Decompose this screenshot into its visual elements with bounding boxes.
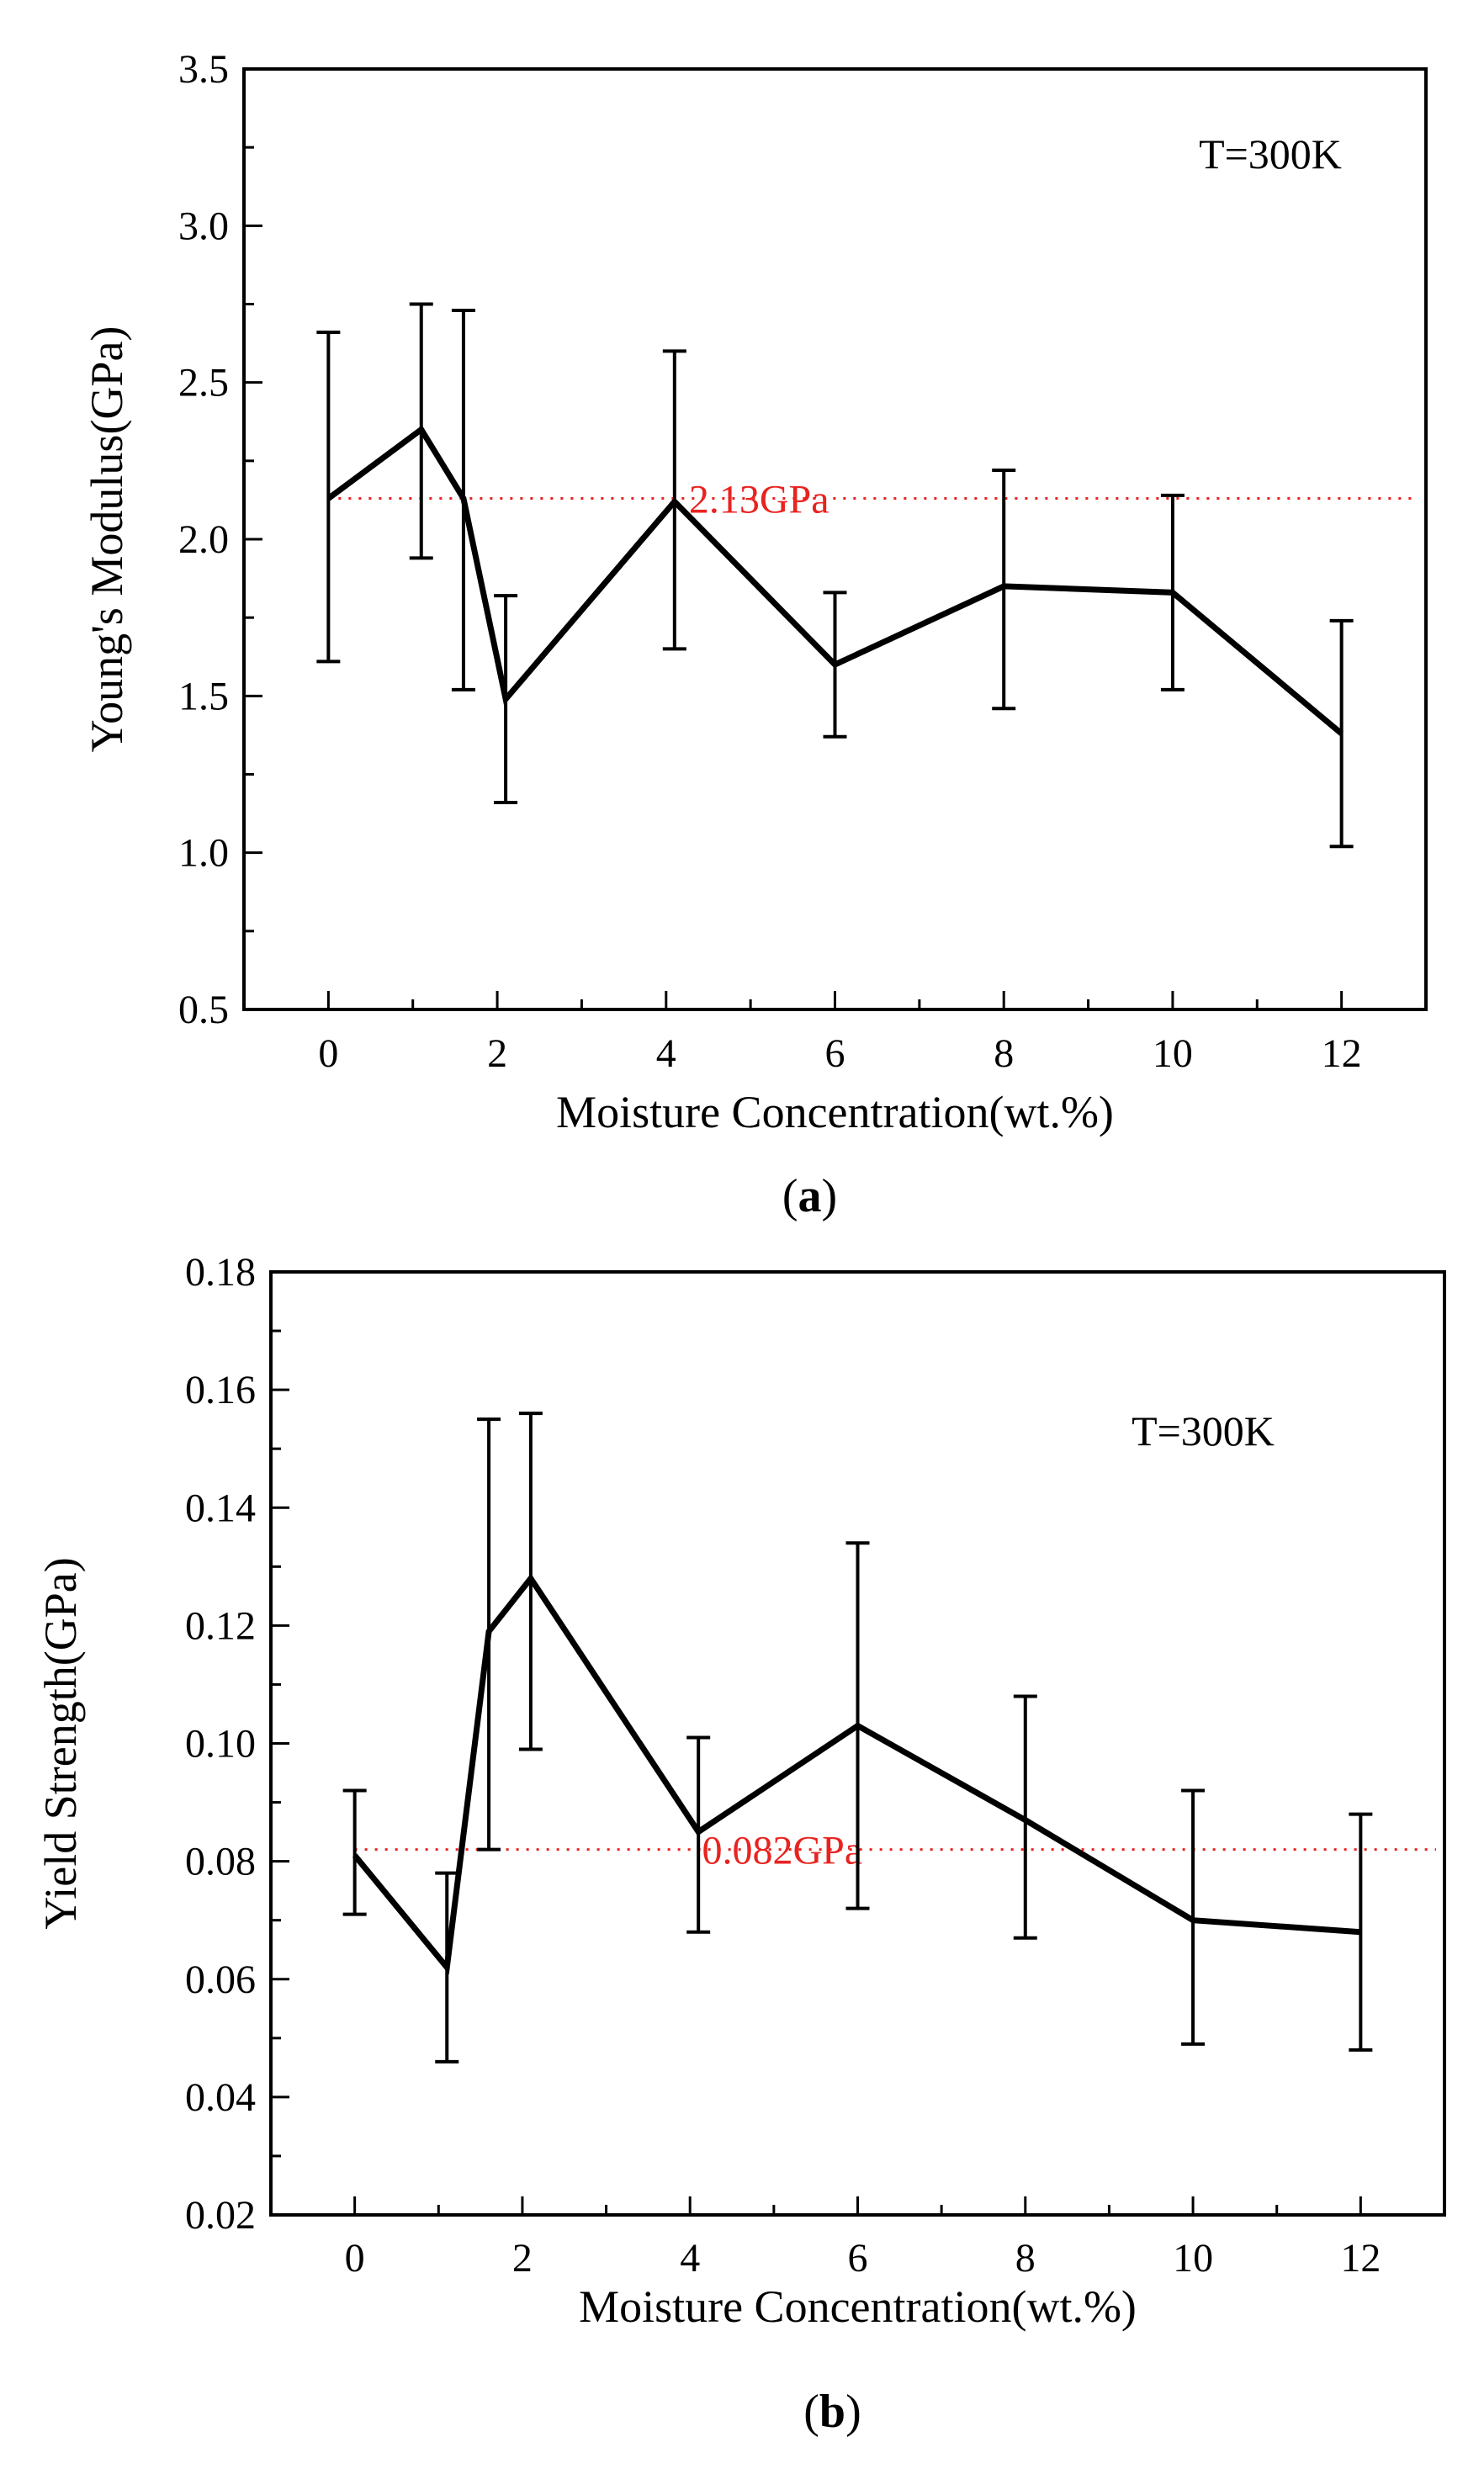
- x-tick-label: 10: [1153, 1031, 1193, 1076]
- panel-label-letter: a: [798, 1170, 822, 1222]
- x-tick-label: 8: [1015, 2236, 1036, 2281]
- temperature-annotation: T=300K: [1199, 130, 1342, 177]
- y-tick-label: 0.14: [185, 1486, 256, 1530]
- x-tick-label: 0: [345, 2236, 365, 2281]
- y-tick-label: 3.0: [178, 204, 229, 248]
- panel-label: (b): [803, 2386, 861, 2438]
- x-tick-label: 4: [656, 1031, 676, 1076]
- x-tick-label: 4: [680, 2236, 700, 2281]
- chart-panel-a: 0.5 1.0 1.5 2.0 2.5 3.0 3.5 0 2 4 6 8 10 12 Moisture C…: [82, 47, 1428, 1222]
- x-tick-label: 2: [512, 2236, 533, 2281]
- y-tick-label: 2.0: [178, 517, 229, 562]
- chart-panel-b: 0.02 0.04 0.06 0.08 0.10 0.12 0.14 0.16 0.18 0 2 4 6…: [35, 1250, 1446, 2438]
- x-tick-label: 12: [1340, 2236, 1381, 2281]
- y-tick-label: 2.5: [178, 361, 229, 405]
- x-tick-label: 6: [848, 2236, 868, 2281]
- y-tick-label: 0.18: [185, 1250, 256, 1295]
- y-tick-label: 1.5: [178, 674, 229, 718]
- temperature-annotation: T=300K: [1132, 1407, 1275, 1454]
- x-tick-label: 8: [994, 1031, 1014, 1076]
- y-tick-label: 0.10: [185, 1722, 256, 1767]
- y-tick-label: 0.06: [185, 1958, 256, 2002]
- panel-label-letter: b: [819, 2386, 845, 2438]
- y-tick-label: 0.02: [185, 2193, 256, 2238]
- x-axis-label: Moisture Concentration(wt.%): [579, 2281, 1137, 2332]
- x-tick-label: 6: [825, 1031, 845, 1076]
- y-tick-label: 0.16: [185, 1368, 256, 1412]
- y-tick-label: 0.5: [178, 988, 229, 1032]
- x-axis-label: Moisture Concentration(wt.%): [556, 1087, 1114, 1137]
- x-tick-label: 0: [318, 1031, 338, 1076]
- x-tick-label: 10: [1173, 2236, 1213, 2281]
- reference-line-label: 2.13GPa: [689, 478, 829, 522]
- y-tick-label: 0.04: [185, 2075, 256, 2120]
- x-tick-label: 2: [487, 1031, 507, 1076]
- reference-line-label: 0.082GPa: [702, 1829, 862, 1873]
- y-axis-label: Young's Modulus(GPa): [82, 326, 132, 753]
- panel-label: (a): [782, 1170, 837, 1222]
- y-tick-label: 0.12: [185, 1603, 256, 1648]
- y-tick-label: 3.5: [178, 47, 229, 92]
- y-tick-label: 1.0: [178, 831, 229, 876]
- y-axis-label: Yield Strength(GPa): [35, 1557, 86, 1929]
- y-tick-label: 0.08: [185, 1840, 256, 1884]
- x-tick-label: 12: [1322, 1031, 1362, 1076]
